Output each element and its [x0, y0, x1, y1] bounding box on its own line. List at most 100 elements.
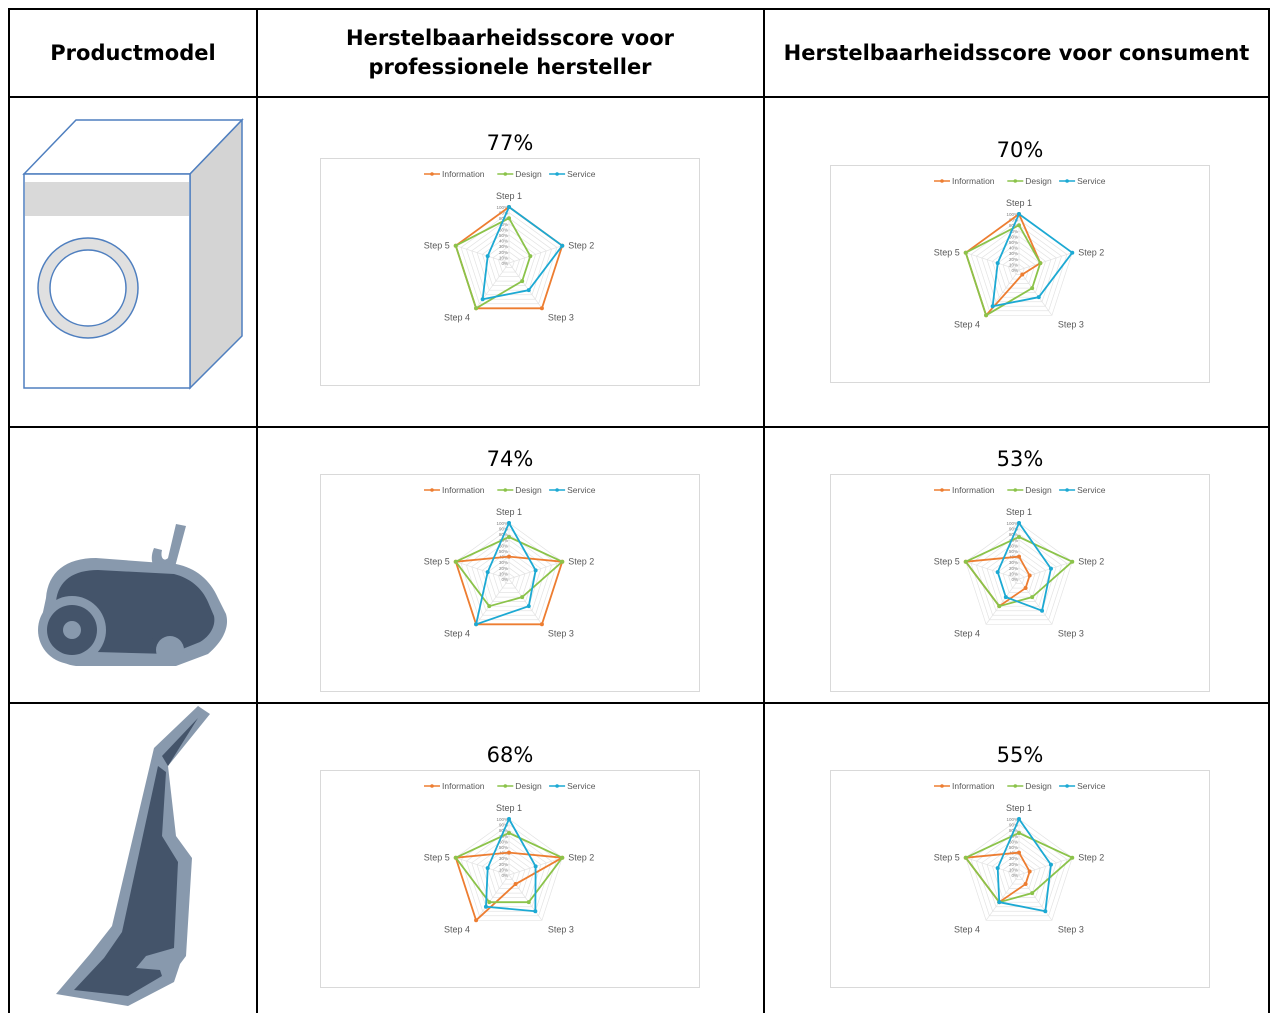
chart-stick-vacuum-consumer: 55% Information Design Service 100% 90% 80% 70… [830, 770, 1210, 988]
data-point [964, 856, 968, 860]
column-divider-1 [256, 8, 258, 1013]
legend-label-information: Information [952, 781, 995, 791]
table-border-right [1268, 8, 1270, 1013]
legend-marker [1014, 179, 1018, 183]
data-point [1028, 870, 1032, 874]
data-point [1017, 817, 1021, 821]
data-point [507, 555, 511, 559]
chart-stick-vacuum-professional: 68% Information Design Service 100% 90% 80% 70… [320, 770, 700, 988]
data-point [991, 304, 995, 308]
category-label: Step 1 [1006, 803, 1032, 813]
data-point [540, 306, 544, 310]
radar-chart: Information Design Service100%90%80%70%60%… [321, 475, 699, 691]
legend-label-service: Service [567, 169, 596, 179]
tick-label: 10% [1009, 571, 1018, 576]
data-point [1017, 535, 1021, 539]
legend-marker [555, 488, 559, 492]
data-point [487, 604, 491, 608]
row-divider-1 [8, 426, 1270, 428]
legend-marker [504, 784, 508, 788]
category-label: Step 1 [496, 191, 522, 201]
data-point [1017, 555, 1021, 559]
data-point [1030, 891, 1034, 895]
tick-label: 50% [499, 233, 508, 238]
data-point [1017, 831, 1021, 835]
category-label: Step 2 [1078, 557, 1104, 567]
tick-label: 100% [496, 521, 508, 526]
tick-label: 0% [501, 873, 508, 878]
tick-label: 50% [1009, 845, 1018, 850]
data-point [964, 560, 968, 564]
legend-label-service: Service [567, 781, 596, 791]
legend-marker [1065, 179, 1069, 183]
legend-label-design: Design [1025, 485, 1052, 495]
stick-vacuum-icon [50, 706, 220, 1013]
data-point [1017, 223, 1021, 227]
chart-legend: Information Design Service [934, 485, 1106, 495]
data-point [996, 261, 1000, 265]
chart-legend: Information Design Service [424, 781, 596, 791]
data-point [534, 864, 538, 868]
category-label: Step 4 [444, 924, 470, 934]
legend-marker [555, 172, 559, 176]
data-point [527, 900, 531, 904]
category-label: Step 5 [424, 241, 450, 251]
data-point [507, 817, 511, 821]
data-point [1020, 273, 1024, 277]
tick-label: 0% [1011, 577, 1018, 582]
category-label: Step 2 [568, 853, 594, 863]
tick-label: 30% [499, 856, 508, 861]
category-label: Step 3 [1058, 319, 1084, 329]
data-point [454, 856, 458, 860]
data-point [1043, 909, 1047, 913]
legend-marker [940, 179, 944, 183]
legend-label-design: Design [515, 169, 542, 179]
tick-label: 50% [499, 845, 508, 850]
tick-label: 0% [1011, 873, 1018, 878]
tick-label: 20% [499, 566, 508, 571]
header-professional-score: Herstelbaarheidsscore voor professionele… [340, 10, 680, 96]
data-point [474, 918, 478, 922]
tick-label: 30% [499, 560, 508, 565]
tick-label: 10% [499, 867, 508, 872]
category-label: Step 1 [496, 803, 522, 813]
legend-label-design: Design [515, 485, 542, 495]
tick-label: 50% [1009, 240, 1018, 245]
chart-washing-machine-professional: 77% Information Design Service 100% 90% 80% 70… [320, 158, 700, 386]
series-design [454, 216, 533, 310]
data-point [560, 244, 564, 248]
category-label: Step 3 [1058, 628, 1084, 638]
data-point [487, 900, 491, 904]
data-point [454, 560, 458, 564]
data-point [507, 535, 511, 539]
data-point [1037, 295, 1041, 299]
tick-label: 100% [1006, 521, 1018, 526]
data-point [1038, 261, 1042, 265]
tick-label: 30% [1009, 560, 1018, 565]
category-label: Step 3 [548, 924, 574, 934]
legend-label-information: Information [952, 485, 995, 495]
legend-label-information: Information [952, 176, 995, 186]
data-point [560, 560, 564, 564]
legend-marker [1014, 784, 1018, 788]
legend-label-service: Service [1077, 176, 1106, 186]
chart-legend: Information Design Service [934, 176, 1106, 186]
tick-label: 0% [1011, 268, 1018, 273]
legend-marker [940, 784, 944, 788]
data-point [527, 604, 531, 608]
category-label: Step 2 [1078, 853, 1104, 863]
product-canister-vacuum [36, 518, 228, 668]
canister-vacuum-icon [36, 518, 228, 668]
category-label: Step 4 [954, 924, 980, 934]
series-line [966, 557, 1030, 607]
radar-chart: Information Design Service100%90%80%70%60%… [831, 771, 1209, 987]
chart-canister-vacuum-professional: 74% Information Design Service 100% 90% 80% 70… [320, 474, 700, 692]
legend-label-design: Design [1025, 781, 1052, 791]
legend-label-information: Information [442, 169, 485, 179]
category-label: Step 4 [444, 628, 470, 638]
legend-marker [555, 784, 559, 788]
chart-legend: Information Design Service [424, 485, 596, 495]
category-label: Step 1 [1006, 198, 1032, 208]
data-point [1024, 882, 1028, 886]
data-point [474, 306, 478, 310]
